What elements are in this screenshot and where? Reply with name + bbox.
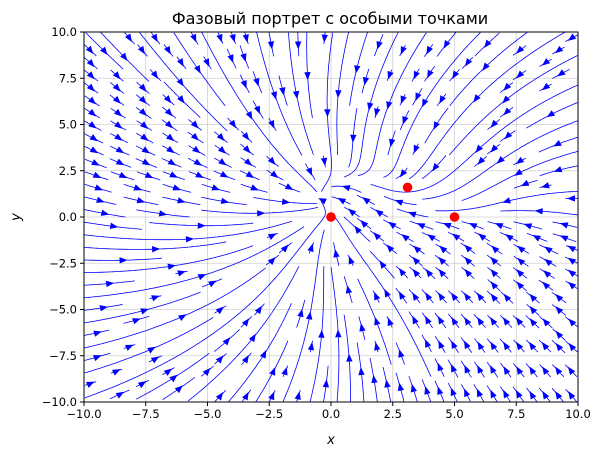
- x-tick-label: −10.0: [66, 407, 101, 421]
- y-tick-label: 5.0: [59, 118, 77, 132]
- y-tick-label: 7.5: [59, 71, 77, 85]
- y-tick-label: 10.0: [51, 25, 77, 39]
- y-tick-label: −2.5: [49, 256, 77, 270]
- critical-point-marker: [403, 183, 413, 193]
- chart-title: Фазовый портрет с особыми точками: [172, 9, 488, 28]
- x-tick-label: 5.0: [445, 407, 463, 421]
- critical-point-marker: [450, 212, 460, 222]
- critical-point-marker: [326, 212, 336, 222]
- x-tick-label: 2.5: [384, 407, 402, 421]
- x-tick-label: −2.5: [255, 407, 283, 421]
- x-tick-label: 7.5: [507, 407, 525, 421]
- y-tick-label: 0.0: [59, 210, 77, 224]
- y-tick-label: 2.5: [59, 164, 77, 178]
- x-tick-label: 10.0: [565, 407, 591, 421]
- x-tick-label: 0.0: [322, 407, 340, 421]
- x-axis-label: x: [326, 433, 335, 448]
- y-tick-label: −10.0: [42, 395, 77, 409]
- x-tick-label: −7.5: [132, 407, 160, 421]
- y-tick-label: −7.5: [49, 349, 77, 363]
- y-axis-label: y: [9, 213, 24, 222]
- x-tick-label: −5.0: [194, 407, 222, 421]
- y-tick-label: −5.0: [49, 303, 77, 317]
